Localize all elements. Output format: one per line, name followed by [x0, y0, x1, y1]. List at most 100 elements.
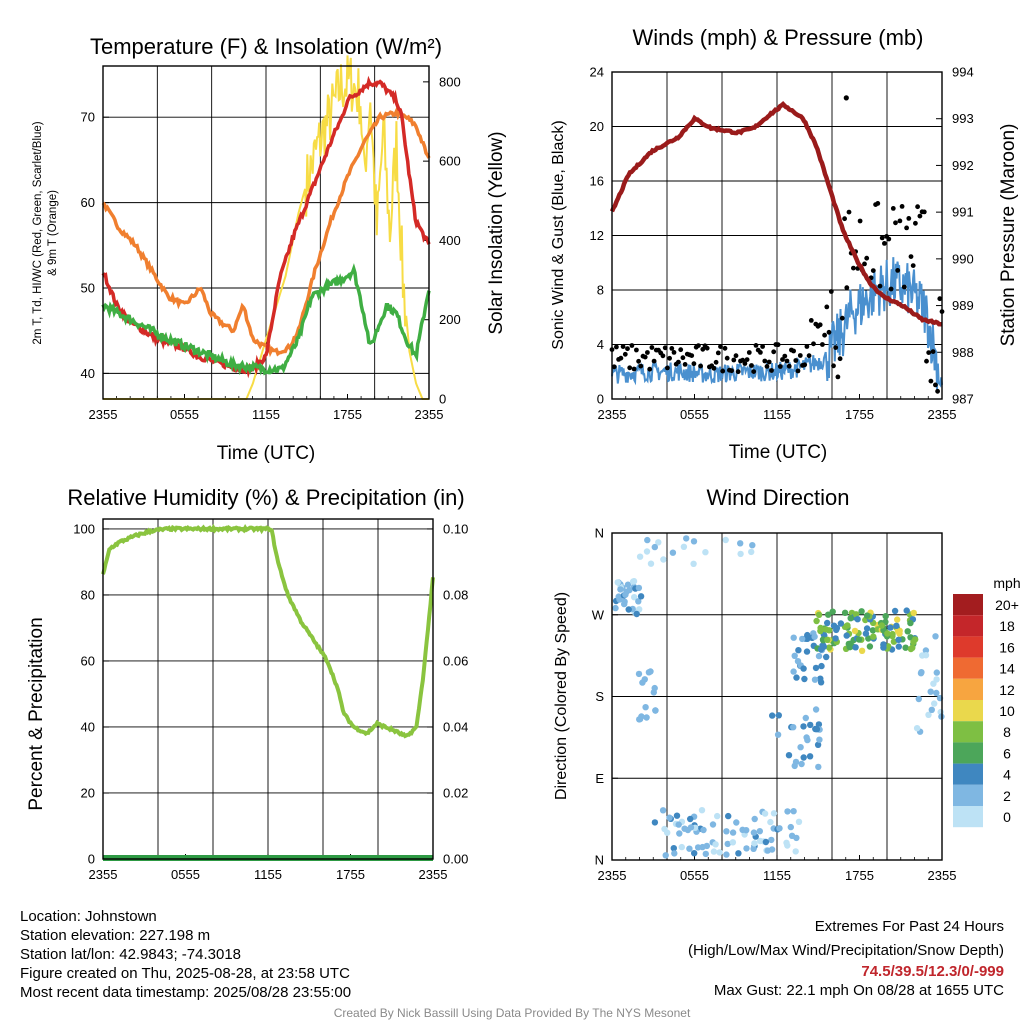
- direction-point: [880, 641, 887, 648]
- direction-point: [769, 712, 776, 719]
- direction-point: [639, 679, 646, 686]
- direction-point: [624, 581, 632, 588]
- gust-point: [631, 366, 637, 372]
- gust-point: [864, 255, 870, 261]
- rh-xtick-label: 0555: [171, 867, 200, 882]
- dir-xtick-label: 1755: [845, 868, 874, 883]
- direction-point: [800, 754, 807, 761]
- direction-point: [768, 836, 775, 844]
- gust-point: [627, 365, 633, 371]
- direction-point: [915, 695, 922, 703]
- gust-point: [795, 368, 801, 374]
- direction-point: [889, 630, 896, 638]
- gust-point: [676, 359, 681, 365]
- direction-point: [643, 548, 651, 555]
- legend-swatch: [953, 784, 983, 806]
- direction-point: [931, 700, 938, 707]
- legend-swatch: [953, 742, 983, 764]
- direction-point: [716, 849, 723, 856]
- dir-frame: [611, 532, 943, 861]
- direction-point: [791, 652, 798, 659]
- rh-y2tick-label: 0.00: [443, 852, 468, 867]
- gust-point: [808, 318, 814, 323]
- legend-label: 14: [999, 661, 1015, 677]
- pressure-line: [609, 100, 942, 327]
- direction-point: [933, 689, 940, 697]
- rh-xtick-label: 2355: [419, 867, 448, 882]
- direction-point: [670, 845, 677, 852]
- gust-point: [846, 209, 852, 215]
- direction-point: [815, 763, 822, 771]
- gust-point: [910, 263, 916, 268]
- direction-point: [729, 839, 737, 846]
- gust-point: [689, 353, 695, 358]
- gust-point: [647, 366, 653, 372]
- gust-point: [890, 206, 896, 211]
- direction-point: [870, 633, 877, 640]
- gust-point: [806, 353, 812, 359]
- extremes-info: Extremes For Past 24 Hours (High/Low/Max…: [688, 917, 1004, 1000]
- wind-y2tick-label: 991: [952, 205, 974, 220]
- wind-ytick-label: 0: [597, 392, 604, 407]
- temp-x-label: Time (UTC): [217, 443, 316, 464]
- gust-point: [749, 363, 754, 368]
- gust-point: [713, 359, 719, 365]
- rh-y-label: Percent & Precipitation: [26, 617, 47, 810]
- direction-point: [802, 714, 809, 722]
- temp-y2tick-label: 200: [439, 312, 461, 327]
- extremes-subtitle: (High/Low/Max Wind/Precipitation/Snow De…: [688, 942, 1004, 959]
- gust-point: [917, 213, 923, 219]
- gust-point: [933, 382, 938, 388]
- direction-point: [775, 712, 782, 719]
- direction-point: [847, 615, 854, 622]
- gust-point: [901, 284, 907, 290]
- temp-chart-title: Temperature (F) & Insolation (W/m²): [90, 34, 442, 59]
- dir-ytick-label: W: [592, 607, 605, 622]
- created-text: Figure created on Thu, 2025-08-28, at 23…: [20, 965, 350, 982]
- direction-point: [710, 848, 718, 855]
- legend-swatch: [953, 615, 983, 637]
- direction-point: [617, 586, 624, 593]
- gust-point: [915, 204, 920, 210]
- direction-point: [797, 744, 804, 751]
- gust-point: [629, 343, 635, 348]
- rh-xtick-label: 2355: [89, 867, 118, 882]
- direction-point: [851, 627, 859, 635]
- gust-point: [649, 345, 655, 350]
- gust-point: [746, 350, 752, 355]
- wind-y2tick-label: 988: [952, 345, 974, 360]
- dir-xtick-label: 2355: [598, 868, 627, 883]
- rh-ytick-label: 100: [73, 521, 95, 536]
- gust-point: [696, 343, 701, 348]
- direction-point: [748, 548, 755, 556]
- direction-point: [804, 736, 811, 744]
- gust-point: [753, 343, 759, 348]
- gust-point: [735, 369, 741, 375]
- gust-point: [879, 235, 885, 241]
- direction-point: [750, 845, 757, 852]
- gust-point: [733, 353, 739, 359]
- direction-point: [635, 584, 643, 592]
- direction-point: [686, 845, 693, 852]
- gust-point: [822, 332, 827, 338]
- direction-point: [800, 723, 807, 730]
- gust-point: [791, 348, 796, 354]
- direction-point: [790, 808, 797, 815]
- direction-point: [709, 821, 717, 828]
- direction-point: [791, 762, 798, 770]
- dewpoint-line: [101, 263, 431, 376]
- direction-point: [733, 819, 740, 826]
- direction-point: [832, 635, 839, 642]
- direction-point: [750, 829, 758, 836]
- direction-point: [764, 847, 771, 854]
- direction-point: [794, 658, 802, 665]
- rh-frame: [102, 518, 434, 860]
- gust-point: [882, 241, 887, 246]
- direction-point: [869, 627, 877, 634]
- direction-point: [676, 830, 683, 837]
- direction-point: [642, 704, 649, 711]
- direction-point: [894, 616, 901, 623]
- wind-ytick-label: 4: [597, 337, 604, 352]
- direction-point: [737, 550, 744, 558]
- wind-chart-title: Winds (mph) & Pressure (mb): [633, 25, 924, 50]
